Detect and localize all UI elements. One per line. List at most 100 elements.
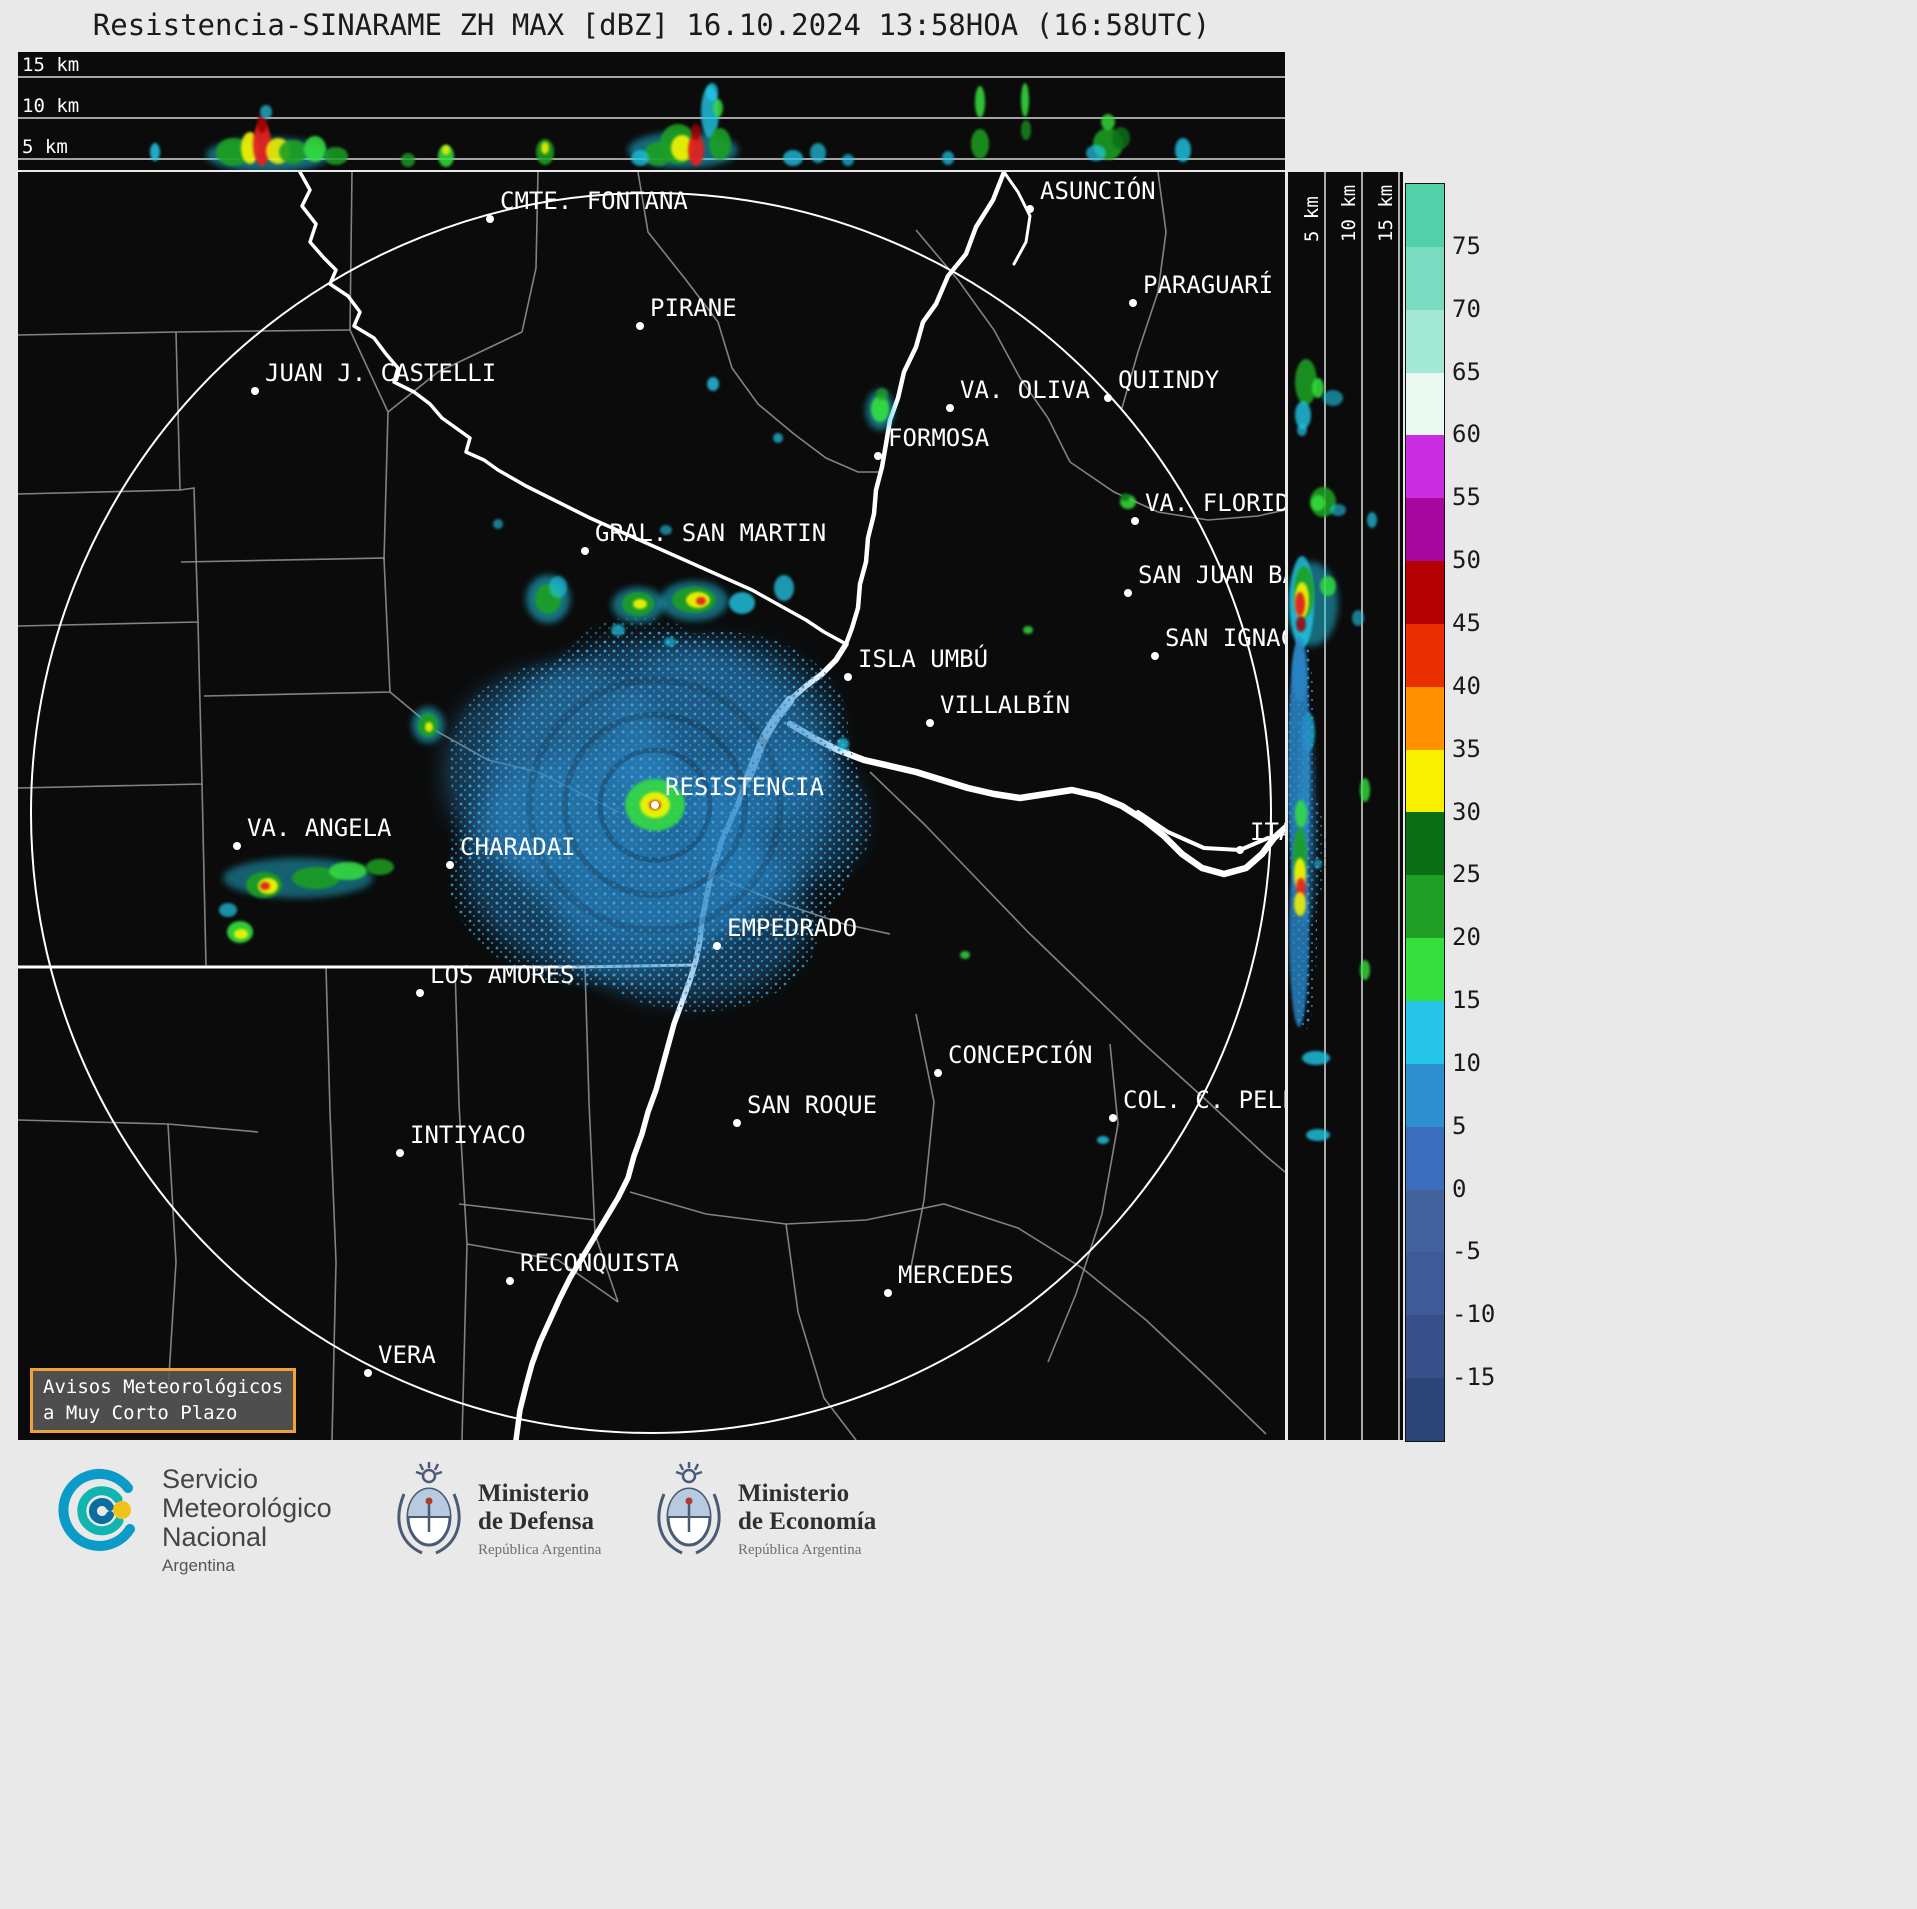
ministerio-economia-block: Ministerio de Economía República Argenti… xyxy=(652,1460,876,1559)
city-label: COL. C. PELLEGRINI xyxy=(1123,1086,1285,1114)
clutter-ring xyxy=(562,712,748,898)
department-border xyxy=(458,1203,596,1221)
range-circle xyxy=(30,192,1272,1434)
economia-sub: República Argentina xyxy=(738,1542,862,1558)
colorbar-tick-label: 15 xyxy=(1452,986,1481,1015)
department-border xyxy=(349,172,353,331)
city-label: CONCEPCIÓN xyxy=(948,1039,1093,1069)
city-label: SAN IGNACIO xyxy=(1165,624,1285,652)
echo-blob xyxy=(1360,960,1370,980)
echo-blob xyxy=(260,882,270,890)
city-label: FORMOSA xyxy=(888,424,990,452)
echo-blob xyxy=(810,143,826,163)
echo-blob xyxy=(729,592,755,614)
clutter-ring xyxy=(597,747,713,863)
echo-blob xyxy=(1175,138,1191,162)
colorbar-segment xyxy=(1406,812,1444,876)
echo-blob xyxy=(1295,800,1307,828)
city-dot xyxy=(416,989,424,997)
city-dot xyxy=(946,404,954,412)
city-label: VA. OLIVA xyxy=(960,376,1091,404)
colorbar-tick-label: 50 xyxy=(1452,546,1481,575)
echo-speckle xyxy=(578,852,818,1012)
echo-blob xyxy=(783,150,803,166)
echo-speckle xyxy=(448,762,588,882)
echo-blob xyxy=(257,115,267,133)
department-border xyxy=(1121,172,1167,409)
echo-blob xyxy=(1323,390,1343,406)
echo-blob xyxy=(633,599,647,609)
city-label: QUIINDY xyxy=(1118,366,1220,394)
echo-blob xyxy=(329,862,367,880)
echo-blob xyxy=(688,134,704,166)
height-axis-label: 15 km xyxy=(1375,185,1397,242)
colorbar-tick-label: 40 xyxy=(1452,671,1481,700)
colorbar-segment xyxy=(1406,1063,1444,1127)
echo-blob xyxy=(1314,859,1322,869)
colorbar-segment xyxy=(1406,1315,1444,1379)
dbz-colorbar xyxy=(1405,183,1445,1442)
echo-blob xyxy=(774,575,794,601)
defensa-line1: Ministerio xyxy=(478,1480,590,1507)
colorbar-tick-label: -5 xyxy=(1452,1237,1481,1266)
department-border xyxy=(18,329,351,336)
echo-blob xyxy=(304,136,326,162)
radar-map-plot: CMTE. FONTANA ASUNCIÓN PIRANE PARAGUARÍ JUAN… xyxy=(18,172,1285,1440)
department-border xyxy=(454,966,468,1440)
city-dot xyxy=(364,1369,372,1377)
echo-blob xyxy=(541,142,549,154)
department-border xyxy=(18,331,181,495)
echo-blob xyxy=(631,150,649,166)
colorbar-segment xyxy=(1406,623,1444,687)
colorbar-segment xyxy=(1406,1189,1444,1253)
river-path xyxy=(1002,172,1032,266)
city-label: VERA xyxy=(378,1341,436,1369)
colorbar-segment xyxy=(1406,184,1444,247)
echo-blob xyxy=(1295,401,1311,429)
warning-badge: Avisos Meteorológicos a Muy Corto Plazo xyxy=(30,1368,297,1434)
city-dot xyxy=(1131,517,1139,525)
colorbar-tick-label: 70 xyxy=(1452,294,1481,323)
city-dot xyxy=(1236,846,1244,854)
colorbar-tick-label: 55 xyxy=(1452,483,1481,512)
colorbar-tick-label: 25 xyxy=(1452,860,1481,889)
city-dot xyxy=(446,861,454,869)
smn-line2: Meteorológico xyxy=(162,1492,332,1523)
city-label: JUAN J. CASTELLI xyxy=(265,359,496,387)
colorbar-segment xyxy=(1406,1000,1444,1064)
echo-blob xyxy=(1360,778,1370,802)
colorbar-segment xyxy=(1406,1126,1444,1190)
smn-logo-text: Servicio Meteorológico Nacional Argentin… xyxy=(162,1463,332,1575)
clutter-ring xyxy=(526,676,784,934)
ministerio-economia-text: Ministerio de Economía República Argenti… xyxy=(738,1460,876,1559)
city-label: SAN ROQUE xyxy=(747,1091,877,1119)
city-label: MERCEDES xyxy=(898,1261,1014,1289)
echo-blob xyxy=(1352,610,1364,626)
echo-blob xyxy=(1112,127,1130,149)
echo-blob xyxy=(871,396,889,422)
city-label: INTIYACO xyxy=(410,1121,526,1149)
smn-logo-block: Servicio Meteorológico Nacional Argentin… xyxy=(52,1463,332,1575)
city-dot xyxy=(233,842,241,850)
echo-blob xyxy=(1120,493,1130,501)
department-border xyxy=(201,783,207,968)
department-border xyxy=(1069,461,1285,521)
coat-of-arms-icon xyxy=(657,1462,721,1555)
page-title: Resistencia-SINARAME ZH MAX [dBZ] 16.10.… xyxy=(92,8,1211,42)
echo-blob xyxy=(1023,626,1033,634)
city-dot xyxy=(884,1289,892,1297)
department-border xyxy=(18,621,203,789)
department-border xyxy=(203,557,391,697)
echo-blob xyxy=(1296,616,1306,632)
city-dot xyxy=(396,1149,404,1157)
height-axis-label: 10 km xyxy=(1338,185,1360,242)
colorbar-tick-label: 75 xyxy=(1452,231,1481,260)
colorbar-segment xyxy=(1406,686,1444,750)
echo-blob xyxy=(150,143,160,161)
economia-line1: Ministerio xyxy=(738,1480,850,1507)
echo-blob xyxy=(1295,592,1305,616)
colorbar-tick-label: -10 xyxy=(1452,1300,1496,1329)
footer-logos: Servicio Meteorológico Nacional Argentin… xyxy=(0,1455,1917,1625)
colorbar-tick-label: 0 xyxy=(1452,1174,1467,1203)
